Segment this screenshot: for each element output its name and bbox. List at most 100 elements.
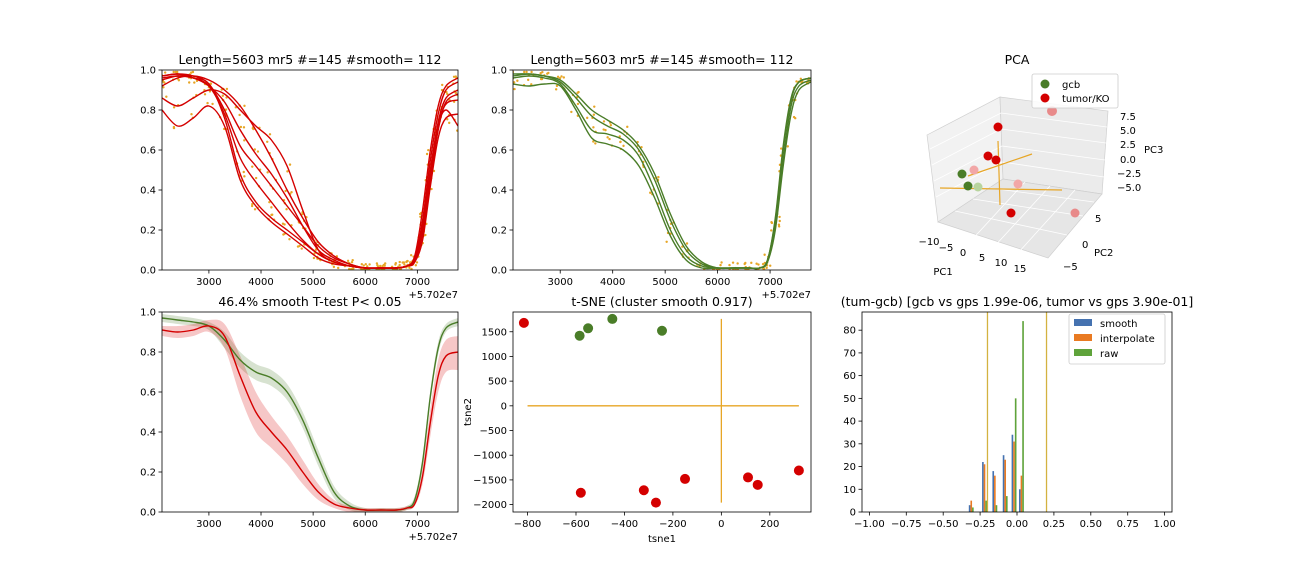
hist-bar-smooth [1002, 455, 1005, 512]
raw-data-dot [415, 261, 419, 264]
x-offset-label: +5.702e7 [761, 290, 811, 301]
x-tick-label: 0.75 [1117, 519, 1139, 530]
panel-tsne: t-SNE (cluster smooth 0.917) −800 −600 −400… [463, 294, 812, 545]
raw-data-dot [525, 70, 528, 74]
raw-data-dot [266, 171, 269, 174]
raw-data-dot [243, 139, 246, 142]
raw-data-dot [649, 191, 652, 194]
raw-data-dot [770, 221, 774, 225]
raw-data-dot [157, 78, 159, 80]
raw-data-dot [778, 219, 781, 223]
raw-data-dot [586, 116, 589, 120]
raw-data-dot [364, 263, 367, 266]
pca-cross [939, 140, 1063, 206]
hist-bar-smooth [1011, 434, 1014, 512]
raw-data-dot [250, 204, 254, 208]
raw-data-dot [270, 206, 273, 209]
series-line [162, 89, 458, 269]
x-tick-label: −400 [611, 519, 638, 530]
raw-data-dot [427, 148, 430, 152]
legend-swatch-interpolate [1074, 334, 1092, 341]
raw-data-dot [157, 73, 159, 75]
raw-data-dot [410, 267, 413, 270]
raw-data-dot [398, 260, 401, 264]
y-tick-label: 1000 [482, 352, 507, 363]
plot-frame [161, 69, 459, 271]
raw-data-dot [530, 70, 533, 74]
raw-data-dot [750, 261, 753, 265]
raw-data-dot [744, 261, 747, 265]
raw-data-dot [203, 93, 207, 96]
raw-data-dot [253, 208, 257, 211]
raw-data-dot [346, 259, 350, 263]
pca-legend-gcb: gcb [1062, 80, 1080, 91]
y-tick-label: −500 [480, 426, 507, 437]
pca-point-red [983, 151, 993, 161]
pca-point-red [991, 155, 1001, 165]
raw-data-dot [362, 264, 365, 267]
x-tick-label: −0.50 [928, 519, 959, 530]
raw-data-dot [456, 129, 458, 132]
raw-data-dot [242, 126, 246, 129]
raw-data-dot [430, 187, 433, 191]
raw-data-dot [165, 95, 168, 98]
x-tick-label: 6000 [705, 277, 730, 288]
raw-data-dot [368, 263, 371, 266]
x-tick-label: 200 [760, 519, 779, 530]
y-tick-label: 0.8 [140, 348, 156, 359]
series-line [513, 81, 811, 270]
raw-data-dot [172, 70, 175, 74]
raw-data-dot [602, 120, 606, 123]
raw-data-dot [414, 264, 418, 267]
pca-point-green [973, 182, 983, 192]
series-line [162, 73, 458, 270]
raw-data-dot [778, 215, 781, 219]
raw-data-dot [286, 170, 289, 173]
x-tick-label: −0.25 [965, 519, 996, 530]
x-tick-label: 0 [718, 519, 724, 530]
hist-bar-interpolate [983, 464, 986, 512]
raw-data-dot [769, 264, 772, 267]
hist-bar-smooth [968, 505, 971, 512]
x-offset-label: +5.702e7 [408, 290, 458, 301]
x-tick-label: 5000 [652, 277, 677, 288]
y-tick-label: 0.4 [140, 186, 156, 197]
hist-bar-raw [985, 500, 987, 512]
plot-area [513, 70, 811, 270]
tsne-point-red [638, 485, 649, 496]
raw-data-dot [224, 108, 228, 111]
panel-histogram: (tum-gcb) [gcb vs gps 1.99e-06, tumor vs… [841, 294, 1194, 530]
tsne-point-green [657, 325, 667, 336]
series-line [162, 317, 458, 512]
svg-text:5: 5 [979, 253, 985, 264]
chart-title: 46.4% smooth T-test P< 0.05 [218, 294, 401, 309]
raw-data-dot [172, 125, 176, 129]
raw-data-dot [348, 267, 351, 270]
legend-label-raw: raw [1100, 349, 1118, 360]
raw-data-dot [390, 265, 394, 268]
hist-bar-raw [1014, 398, 1017, 512]
hist-bar-smooth [1018, 489, 1021, 512]
tsne-point-green [574, 330, 585, 341]
y-tick-label: 10 [843, 485, 856, 496]
raw-data-dot [446, 92, 449, 96]
y-tick-label: 0.0 [140, 508, 156, 519]
raw-data-dot [174, 70, 177, 74]
x-tick-label: 1.00 [1153, 519, 1175, 530]
raw-data-dot [243, 104, 246, 108]
hist-bar-interpolate [1004, 459, 1007, 512]
y-tick-label: 0.2 [140, 226, 156, 237]
raw-data-dot [763, 253, 766, 256]
pca-point-red [969, 165, 979, 175]
panel-pca-3d: PCA [918, 52, 1163, 278]
series-line [162, 75, 458, 269]
y-tick-label: 0.6 [140, 388, 156, 399]
plot-frame [512, 311, 812, 513]
x-tick-label: 4000 [600, 277, 625, 288]
raw-data-dot [570, 110, 573, 114]
raw-data-dot [608, 137, 611, 141]
pca-point-red [1006, 208, 1016, 218]
x-tick-label: 5000 [300, 519, 325, 530]
series-line [162, 73, 458, 269]
raw-data-dot [770, 229, 773, 232]
